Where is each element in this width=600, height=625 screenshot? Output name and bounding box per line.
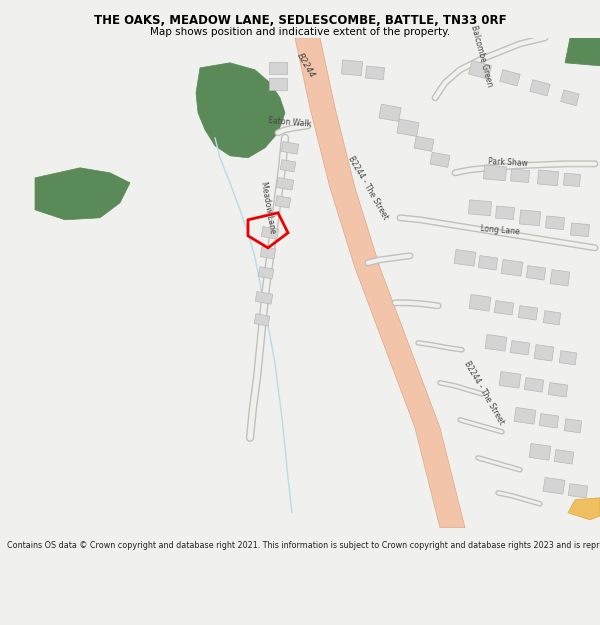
Polygon shape	[563, 173, 580, 186]
Polygon shape	[548, 382, 568, 397]
Polygon shape	[254, 314, 270, 326]
Polygon shape	[454, 249, 476, 266]
Polygon shape	[484, 165, 506, 181]
Text: THE OAKS, MEADOW LANE, SEDLESCOMBE, BATTLE, TN33 0RF: THE OAKS, MEADOW LANE, SEDLESCOMBE, BATT…	[94, 14, 506, 27]
Polygon shape	[469, 294, 491, 311]
Polygon shape	[565, 38, 600, 66]
Polygon shape	[275, 196, 291, 208]
Polygon shape	[469, 200, 491, 216]
Polygon shape	[538, 170, 559, 186]
Polygon shape	[559, 351, 577, 365]
Polygon shape	[35, 168, 130, 220]
Polygon shape	[341, 60, 362, 76]
Text: B2244 - The Street: B2244 - The Street	[346, 154, 390, 221]
Text: Contains OS data © Crown copyright and database right 2021. This information is : Contains OS data © Crown copyright and d…	[7, 541, 600, 549]
Polygon shape	[397, 119, 419, 136]
Polygon shape	[568, 498, 600, 520]
Polygon shape	[568, 484, 588, 498]
Text: Park Shaw: Park Shaw	[488, 158, 528, 168]
Polygon shape	[501, 259, 523, 276]
Polygon shape	[510, 341, 530, 355]
Text: Eaton Walk: Eaton Walk	[268, 116, 312, 129]
Polygon shape	[469, 61, 491, 79]
Polygon shape	[545, 216, 565, 229]
Polygon shape	[269, 78, 287, 90]
Polygon shape	[269, 62, 287, 74]
Polygon shape	[258, 267, 274, 279]
Polygon shape	[543, 311, 561, 325]
Polygon shape	[524, 378, 544, 392]
Polygon shape	[379, 104, 401, 121]
Polygon shape	[255, 291, 273, 304]
Polygon shape	[276, 177, 294, 190]
Polygon shape	[496, 206, 514, 219]
Text: Balcombe Green: Balcombe Green	[469, 24, 494, 88]
Text: B2244 - The Street: B2244 - The Street	[462, 359, 506, 426]
Polygon shape	[520, 210, 541, 226]
Polygon shape	[529, 444, 551, 460]
Polygon shape	[534, 344, 554, 361]
Polygon shape	[526, 266, 546, 280]
Polygon shape	[196, 62, 285, 158]
Polygon shape	[514, 408, 536, 424]
Polygon shape	[485, 334, 507, 351]
Polygon shape	[499, 371, 521, 388]
Polygon shape	[260, 247, 276, 259]
Polygon shape	[530, 80, 550, 96]
Text: Map shows position and indicative extent of the property.: Map shows position and indicative extent…	[150, 27, 450, 37]
Polygon shape	[550, 269, 570, 286]
Polygon shape	[539, 414, 559, 428]
Polygon shape	[295, 38, 465, 528]
Text: Meadow Lane: Meadow Lane	[259, 181, 277, 234]
Polygon shape	[564, 419, 582, 433]
Polygon shape	[571, 223, 589, 237]
Polygon shape	[281, 141, 299, 154]
Polygon shape	[518, 306, 538, 320]
Polygon shape	[543, 478, 565, 494]
Polygon shape	[365, 66, 385, 79]
Polygon shape	[261, 226, 279, 239]
Polygon shape	[554, 449, 574, 464]
Polygon shape	[430, 152, 450, 168]
Polygon shape	[561, 90, 579, 106]
Polygon shape	[494, 301, 514, 315]
Polygon shape	[280, 159, 296, 172]
Polygon shape	[500, 70, 520, 86]
Text: B2244: B2244	[295, 52, 317, 80]
Polygon shape	[414, 136, 434, 151]
Polygon shape	[511, 169, 529, 182]
Text: Long Lane: Long Lane	[480, 224, 520, 236]
Polygon shape	[478, 256, 498, 270]
